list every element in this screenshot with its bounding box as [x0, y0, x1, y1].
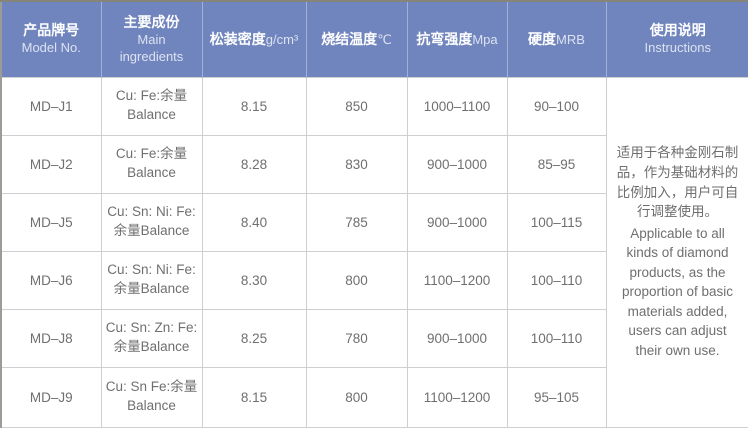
header-sintering: 烧结温度℃ [306, 1, 408, 77]
table-row: MD–J6 Cu: Sn: Ni: Fe: 余量Balance 8.30 800… [0, 250, 748, 310]
header-model: 产品牌号 Model No. [1, 1, 102, 77]
bending-cell: 900–1000 [406, 192, 508, 252]
header-density: 松装密度g/cm³ [202, 1, 307, 77]
header-bending-unit: Mpa [472, 32, 498, 48]
bending-cell: 1000–1100 [406, 76, 508, 136]
sintering-cell: 800 [305, 250, 408, 310]
hardness-cell: 90–100 [506, 76, 607, 136]
density-cell: 8.40 [201, 192, 307, 252]
header-density-zh: 松装密度 [209, 31, 266, 48]
header-instructions: 使用说明 Instructions [606, 1, 748, 77]
ingredients-cell: Cu: Sn: Zn: Fe: 余量Balance [100, 308, 203, 368]
table-row: MD–J8 Cu: Sn: Zn: Fe: 余量Balance 8.25 780… [0, 308, 748, 368]
header-instructions-en: Instructions [644, 40, 711, 56]
header-bending: 抗弯强度Mpa [407, 1, 508, 77]
header-model-zh: 产品牌号 [23, 22, 80, 39]
header-row: 产品牌号 Model No. 主要成份 Main ingredients 松装密… [1, 1, 748, 77]
table-row: MD–J2 Cu: Fe:余量 Balance 8.28 830 900–100… [0, 134, 748, 194]
header-instructions-zh: 使用说明 [649, 22, 706, 39]
model-cell: MD–J9 [0, 366, 102, 428]
instructions-en: Applicable to all kinds of diamond produ… [621, 225, 734, 359]
header-ingredients: 主要成份 Main ingredients [101, 1, 203, 77]
header-sintering-unit: ℃ [377, 32, 392, 48]
bending-cell: 1100–1200 [406, 366, 508, 428]
sintering-cell: 780 [305, 308, 408, 368]
model-cell: MD–J8 [0, 308, 102, 368]
sintering-cell: 850 [305, 76, 408, 136]
bending-cell: 900–1000 [406, 134, 508, 194]
header-hardness: 硬度MRB [507, 1, 607, 77]
header-bending-zh: 抗弯强度 [416, 31, 473, 48]
instructions-zh: 适用于各种金刚石制品，作为基础材料的比例加入，用户可自行调整使用。 [616, 145, 739, 220]
bending-cell: 900–1000 [406, 308, 508, 368]
header-hardness-unit: MRB [556, 32, 585, 48]
model-cell: MD–J5 [0, 192, 102, 252]
sintering-cell: 800 [305, 366, 408, 428]
hardness-cell: 85–95 [506, 134, 607, 194]
header-sintering-zh: 烧结温度 [321, 31, 378, 48]
density-cell: 8.30 [201, 250, 307, 310]
model-cell: MD–J6 [0, 250, 102, 310]
density-cell: 8.15 [201, 76, 307, 136]
hardness-cell: 95–105 [506, 366, 607, 428]
instructions-cell: 适用于各种金刚石制品，作为基础材料的比例加入，用户可自行调整使用。 Applic… [605, 76, 748, 428]
density-cell: 8.28 [201, 134, 307, 194]
ingredients-cell: Cu: Sn Fe:余量 Balance [100, 366, 203, 428]
ingredients-cell: Cu: Sn: Ni: Fe: 余量Balance [100, 250, 203, 310]
header-model-en: Model No. [21, 40, 81, 56]
hardness-cell: 100–115 [506, 192, 607, 252]
bending-cell: 1100–1200 [406, 250, 508, 310]
model-cell: MD–J2 [0, 134, 102, 194]
ingredients-cell: Cu: Fe:余量 Balance [100, 76, 203, 136]
table-row: MD–J9 Cu: Sn Fe:余量 Balance 8.15 800 1100… [0, 366, 748, 428]
table-row: MD–J1 Cu: Fe:余量 Balance 8.15 850 1000–11… [0, 76, 748, 428]
hardness-cell: 100–110 [506, 308, 607, 368]
header-hardness-zh: 硬度 [528, 31, 557, 48]
header-density-unit: g/cm³ [265, 32, 299, 48]
sintering-cell: 785 [305, 192, 408, 252]
sintering-cell: 830 [305, 134, 408, 194]
density-cell: 8.15 [201, 366, 307, 428]
density-cell: 8.25 [201, 308, 307, 368]
header-ingredients-zh: 主要成份 [123, 13, 180, 30]
header-ingredients-en: Main ingredients [119, 31, 184, 64]
hardness-cell: 100–110 [506, 250, 607, 310]
ingredients-cell: Cu: Fe:余量 Balance [100, 134, 203, 194]
table-row: MD–J5 Cu: Sn: Ni: Fe: 余量Balance 8.40 785… [0, 192, 748, 252]
ingredients-cell: Cu: Sn: Ni: Fe: 余量Balance [100, 192, 203, 252]
model-cell: MD–J1 [0, 76, 102, 136]
